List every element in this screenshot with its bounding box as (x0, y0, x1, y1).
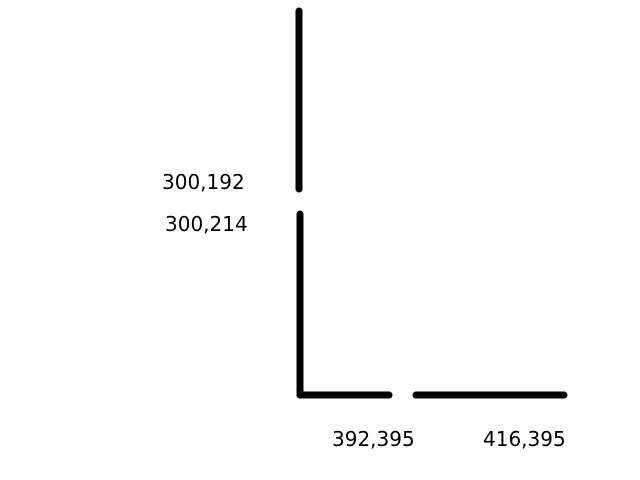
coordinate-label-corner-end: 392,395 (332, 427, 415, 451)
coordinate-label-lower-start: 300,214 (165, 212, 248, 236)
coordinate-label-right-start: 416,395 (483, 427, 566, 451)
coordinate-label-upper-end: 300,192 (162, 170, 245, 194)
